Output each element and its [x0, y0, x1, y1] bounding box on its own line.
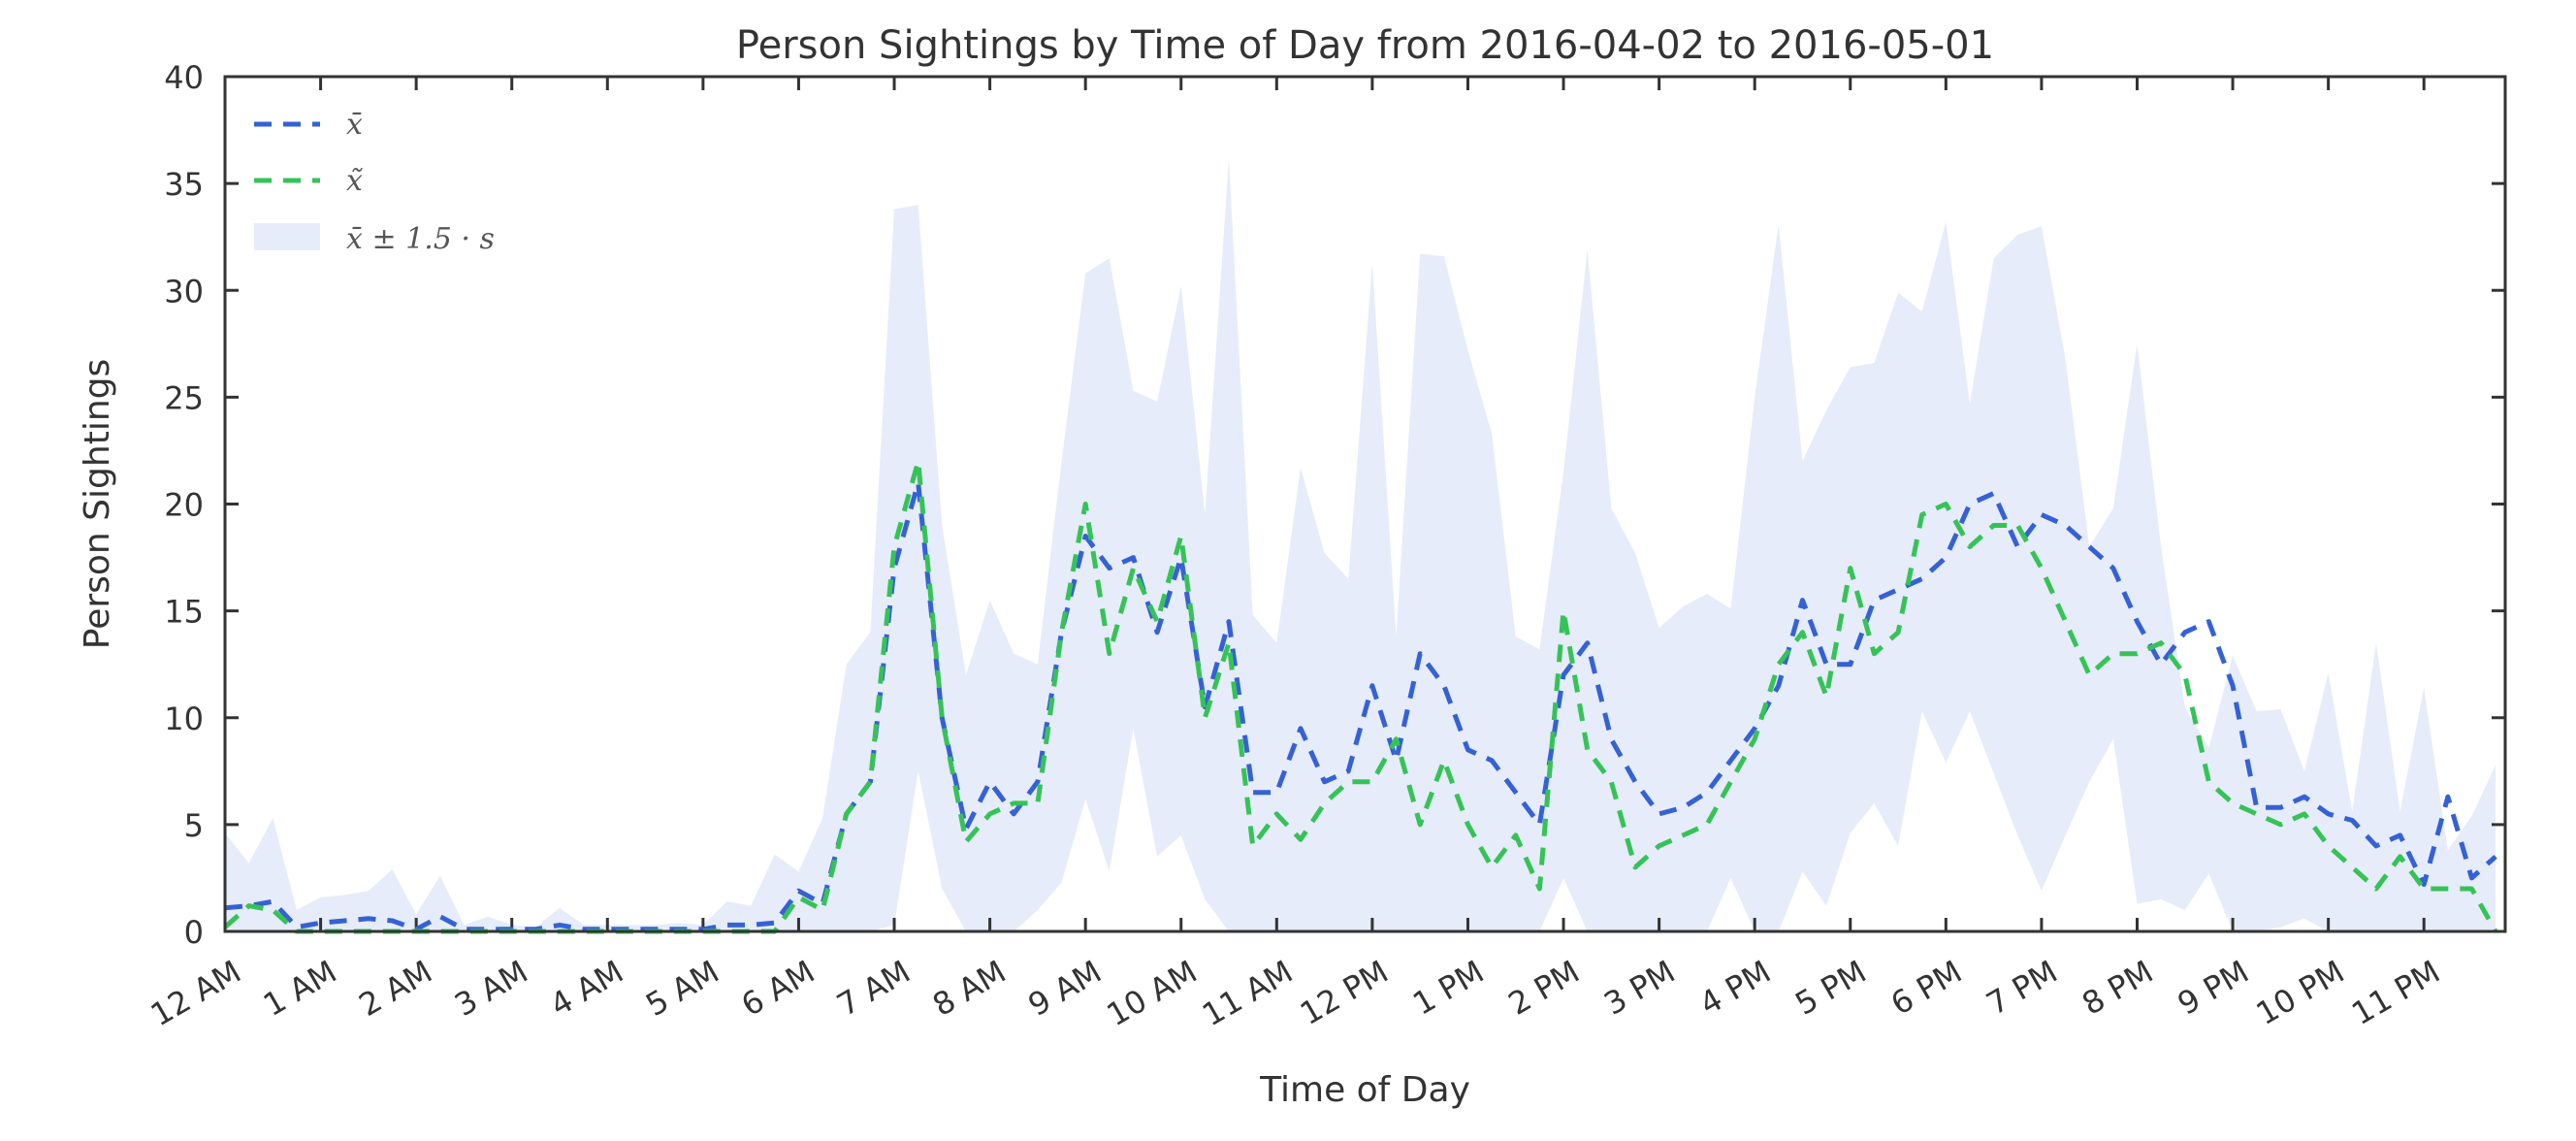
- x-tick-label: 7 PM: [1980, 953, 2064, 1023]
- chart-title: Person Sightings by Time of Day from 201…: [736, 23, 1994, 68]
- y-tick-label: 10: [164, 701, 204, 737]
- x-tick-label: 12 PM: [1294, 953, 1395, 1032]
- x-tick-label: 11 AM: [1196, 953, 1299, 1033]
- x-tick-label: 4 PM: [1693, 953, 1777, 1023]
- legend-label-mean: x̄: [346, 108, 363, 142]
- band-area: [225, 157, 2496, 931]
- y-tick-label: 20: [164, 487, 204, 524]
- y-tick-label: 30: [164, 273, 204, 310]
- x-tick-label: 10 PM: [2250, 953, 2351, 1032]
- x-tick-label: 12 AM: [145, 953, 247, 1033]
- x-tick-label: 9 PM: [2172, 953, 2255, 1023]
- x-tick-label: 9 AM: [1022, 953, 1108, 1024]
- band-layer: [225, 157, 2496, 931]
- y-tick-label: 25: [164, 379, 204, 416]
- x-tick-label: 11 PM: [2345, 953, 2446, 1032]
- legend-swatch-band: [254, 223, 320, 250]
- x-tick-label: 6 AM: [735, 953, 821, 1024]
- x-tick-label: 2 PM: [1502, 953, 1586, 1023]
- y-tick-label: 5: [184, 807, 204, 844]
- series-line-mean: [224, 480, 2497, 932]
- legend-label-median: x̃: [346, 164, 364, 198]
- x-tick-label: 6 PM: [1884, 953, 1968, 1023]
- x-tick-label: 7 AM: [831, 953, 917, 1024]
- x-tick-label: 8 AM: [926, 953, 1012, 1024]
- x-axis-label: Time of Day: [1259, 1070, 1470, 1110]
- plot-frame: [223, 75, 2507, 933]
- x-tick-label: 5 AM: [639, 953, 724, 1024]
- y-tick-label: 40: [164, 59, 204, 96]
- legend-label-band: x̄ ± 1.5 · s: [346, 222, 495, 256]
- x-tick-label: 4 AM: [544, 953, 629, 1024]
- x-tick-label: 1 PM: [1406, 953, 1490, 1023]
- x-tick-label: 3 PM: [1597, 953, 1681, 1023]
- x-tick-label: 8 PM: [2076, 953, 2159, 1023]
- y-axis-label: Person Sightings: [78, 359, 117, 649]
- x-tick-label: 3 AM: [448, 953, 533, 1024]
- x-tick-label: 5 PM: [1789, 953, 1873, 1023]
- x-tick-label: 1 AM: [257, 953, 342, 1024]
- x-tick-label: 2 AM: [353, 953, 438, 1024]
- legend: x̄ x̃ x̄ ± 1.5 · s: [254, 108, 495, 256]
- y-tick-label: 0: [184, 914, 204, 951]
- x-tick-label: 10 AM: [1101, 953, 1204, 1033]
- y-tick-label: 35: [164, 166, 204, 203]
- y-tick-label: 15: [164, 594, 204, 631]
